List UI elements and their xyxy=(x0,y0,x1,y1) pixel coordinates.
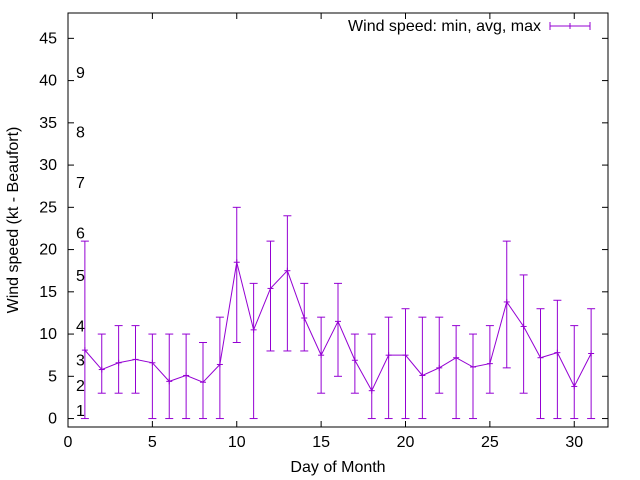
y-tick-label: 20 xyxy=(39,242,57,259)
data-point xyxy=(435,316,444,394)
data-point xyxy=(350,333,359,394)
data-point xyxy=(502,240,511,369)
data-point xyxy=(97,333,106,394)
data-point xyxy=(485,325,494,394)
x-tick-label: 15 xyxy=(312,434,330,451)
y-tick-label: 45 xyxy=(39,30,57,47)
data-series xyxy=(80,206,596,420)
x-tick-label: 25 xyxy=(481,434,499,451)
data-point xyxy=(469,333,477,420)
y-tick-label: 40 xyxy=(39,73,57,90)
data-point xyxy=(570,325,579,420)
data-point xyxy=(199,342,207,420)
data-point xyxy=(300,282,309,352)
data-point xyxy=(587,308,596,420)
data-point xyxy=(401,308,410,420)
data-point xyxy=(114,325,123,394)
y-tick-label: 15 xyxy=(39,284,57,301)
beaufort-scale: 1 2 3 4 5 6 7 8 9 xyxy=(76,65,85,420)
data-point xyxy=(165,333,174,420)
x-tick-label: 0 xyxy=(64,434,73,451)
beaufort-label: 7 xyxy=(76,175,85,192)
data-point xyxy=(266,240,275,352)
data-point xyxy=(334,282,342,377)
y-tick-label: 25 xyxy=(39,199,57,216)
data-point xyxy=(80,240,89,420)
data-point xyxy=(317,316,326,394)
legend-label: Wind speed: min, avg, max xyxy=(348,18,541,35)
x-axis-label: Day of Month xyxy=(290,459,385,476)
data-point xyxy=(367,333,376,420)
data-point xyxy=(232,206,241,344)
data-point xyxy=(148,333,157,420)
data-point xyxy=(131,325,140,394)
legend: Wind speed: min, avg, max xyxy=(348,18,591,35)
data-point xyxy=(536,308,545,420)
data-point xyxy=(182,333,191,420)
y-axis-label: Wind speed (kt - Beaufort) xyxy=(5,127,22,314)
y-tick-label: 30 xyxy=(39,157,57,174)
beaufort-label: 1 xyxy=(76,403,85,420)
data-point xyxy=(418,316,427,420)
beaufort-label: 4 xyxy=(76,319,85,336)
x-tick-label: 10 xyxy=(228,434,246,451)
beaufort-label: 6 xyxy=(76,226,85,243)
x-tick-label: 20 xyxy=(397,434,415,451)
data-point xyxy=(452,325,461,420)
data-point xyxy=(519,274,528,394)
beaufort-label: 2 xyxy=(76,378,85,395)
plot-border xyxy=(67,12,609,428)
data-point xyxy=(283,215,292,352)
beaufort-label: 3 xyxy=(76,352,85,369)
y-tick-label: 0 xyxy=(48,411,57,428)
data-point xyxy=(249,282,258,420)
y-tick-label: 5 xyxy=(48,368,57,385)
beaufort-label: 8 xyxy=(76,124,85,141)
beaufort-label: 5 xyxy=(76,268,85,285)
data-point xyxy=(215,316,224,420)
y-tick-label: 10 xyxy=(39,326,57,343)
y-tick-label: 35 xyxy=(39,115,57,132)
x-tick-label: 30 xyxy=(565,434,583,451)
data-point xyxy=(553,299,562,420)
data-point xyxy=(384,316,393,420)
x-tick-label: 5 xyxy=(148,434,157,451)
beaufort-label: 9 xyxy=(76,65,85,82)
